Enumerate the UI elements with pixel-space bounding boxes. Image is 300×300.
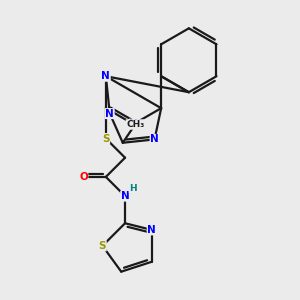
Text: N: N	[101, 71, 110, 81]
Text: S: S	[102, 134, 110, 143]
Text: CH₃: CH₃	[126, 120, 144, 129]
Text: N: N	[129, 119, 138, 129]
Text: N: N	[105, 109, 114, 118]
Text: O: O	[79, 172, 88, 182]
Text: S: S	[99, 241, 106, 251]
Text: H: H	[129, 184, 137, 193]
Text: N: N	[121, 191, 129, 201]
Text: N: N	[147, 225, 156, 235]
Text: N: N	[150, 134, 159, 144]
